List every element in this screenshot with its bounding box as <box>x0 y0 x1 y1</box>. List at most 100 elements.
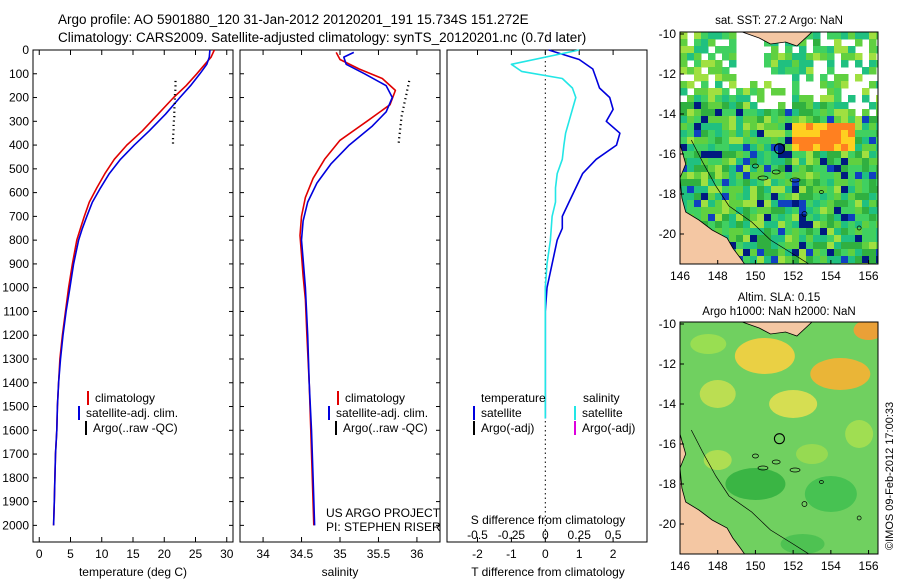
sst-cell <box>834 193 842 201</box>
sst-cell <box>806 193 814 201</box>
sst-cell <box>841 46 849 54</box>
sst-cell <box>687 193 695 201</box>
sst-cell <box>687 123 695 131</box>
sla-anomaly-blob <box>796 444 828 464</box>
sst-cell <box>820 116 828 124</box>
sst-cell <box>680 151 688 159</box>
sst-cell <box>813 130 821 138</box>
sst-cell <box>778 186 786 194</box>
sst-cell <box>792 256 800 264</box>
sst-cell <box>750 123 758 131</box>
sst-cell <box>820 221 828 229</box>
sst-cell <box>680 193 688 201</box>
sst-cell <box>848 235 856 243</box>
sst-cell <box>680 53 688 61</box>
sst-cell <box>694 186 702 194</box>
sst-cell <box>813 193 821 201</box>
sst-cell <box>869 81 877 89</box>
sst-cell <box>694 158 702 166</box>
sst-cell <box>701 172 709 180</box>
sst-cell <box>841 158 849 166</box>
sst-cell <box>736 207 744 215</box>
sst-cell <box>799 158 807 166</box>
sst-cell <box>729 109 737 117</box>
sst-cell <box>750 81 758 89</box>
sst-cell <box>834 179 842 187</box>
sst-cell <box>855 200 863 208</box>
depth-tick-label: 1900 <box>2 495 29 509</box>
diff-legend-s-argo-label: Argo(-adj) <box>582 421 635 435</box>
sst-cell <box>855 116 863 124</box>
sst-cell <box>869 207 877 215</box>
depth-tick-label: 1500 <box>2 400 29 414</box>
sst-cell <box>827 193 835 201</box>
sst-cell <box>862 137 870 145</box>
sst-cell <box>792 144 800 152</box>
sst-cell <box>820 137 828 145</box>
sst-cell <box>778 221 786 229</box>
sst-cell <box>764 130 772 138</box>
sst-cell <box>862 228 870 236</box>
sst-cell <box>855 60 863 68</box>
sst-cell <box>736 214 744 222</box>
sst-cell <box>715 130 723 138</box>
sst-cell <box>729 102 737 110</box>
sst-cell <box>715 200 723 208</box>
sst-cell <box>862 67 870 75</box>
sst-cell <box>827 200 835 208</box>
sst-cell <box>834 109 842 117</box>
sst-cell <box>862 186 870 194</box>
difference-tick-label: -2 <box>472 547 483 561</box>
sst-cell <box>862 95 870 103</box>
map-lat-tick-label: -14 <box>659 397 677 411</box>
sst-cell <box>701 130 709 138</box>
sst-cell <box>778 242 786 250</box>
temperature-argo-dots <box>171 80 177 146</box>
sst-cell <box>680 32 688 40</box>
sst-cell <box>785 151 793 159</box>
sst-cell <box>792 95 800 103</box>
sst-cell <box>799 221 807 229</box>
sst-cell <box>729 60 737 68</box>
sst-cell <box>757 123 765 131</box>
sst-cell <box>841 165 849 173</box>
sst-cell <box>694 109 702 117</box>
sst-cell <box>715 88 723 96</box>
sst-cell <box>799 109 807 117</box>
salinity-x-label: salinity <box>322 565 359 579</box>
sst-cell <box>715 81 723 89</box>
sst-cell <box>855 256 863 264</box>
sst-cell <box>848 130 856 138</box>
depth-tick-label: 300 <box>9 114 29 128</box>
sst-cell <box>841 32 849 40</box>
sst-cell <box>834 214 842 222</box>
sst-cell <box>708 193 716 201</box>
sst-cell <box>680 144 688 152</box>
sst-cell <box>722 200 730 208</box>
sst-cell <box>715 95 723 103</box>
sst-cell <box>841 207 849 215</box>
sst-cell <box>827 256 835 264</box>
sst-cell <box>792 200 800 208</box>
sst-cell <box>848 193 856 201</box>
sst-cell <box>701 137 709 145</box>
sst-cell <box>820 130 828 138</box>
sst-cell <box>855 137 863 145</box>
sst-cell <box>827 116 835 124</box>
sst-cell <box>876 137 878 145</box>
sst-cell <box>743 88 751 96</box>
sst-cell <box>827 60 835 68</box>
sst-cell <box>701 151 709 159</box>
sst-cell <box>841 214 849 222</box>
sst-cell <box>834 158 842 166</box>
sst-cell <box>792 130 800 138</box>
sst-cell <box>876 193 878 201</box>
salinity-ticks: 34 34.5 35 35.5 36 <box>256 50 424 561</box>
sst-cell <box>729 95 737 103</box>
sst-cell <box>736 109 744 117</box>
sst-cell <box>708 95 716 103</box>
sst-cell <box>869 46 877 54</box>
sst-cell <box>764 165 772 173</box>
depth-tick-label: 2000 <box>2 518 29 532</box>
sst-cell <box>785 242 793 250</box>
